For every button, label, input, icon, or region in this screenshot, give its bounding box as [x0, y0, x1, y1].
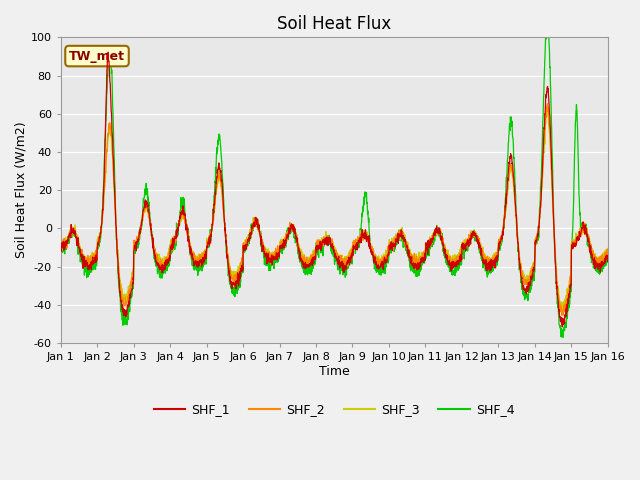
SHF_1	[210, 208, 218, 214]
SHF_2	[493, 252, 500, 257]
SHF_3	[559, 307, 566, 313]
SHF_1	[362, 231, 370, 237]
SHF_1	[493, 252, 501, 258]
SHF_4	[57, 245, 65, 251]
SHF_4	[350, 240, 358, 246]
SHF_4	[571, 138, 579, 144]
SHF_1	[604, 259, 611, 264]
SHF_4	[541, 35, 549, 40]
SHF_4	[493, 263, 500, 268]
SHF_4	[559, 335, 567, 340]
SHF_2	[604, 252, 611, 258]
SHF_4	[362, 192, 369, 197]
SHF_2	[543, 101, 551, 107]
Line: SHF_4: SHF_4	[61, 37, 607, 337]
Line: SHF_2: SHF_2	[61, 104, 607, 315]
SHF_1	[559, 324, 566, 330]
SHF_2	[362, 232, 369, 238]
SHF_3	[544, 108, 552, 114]
SHF_4	[209, 207, 217, 213]
Title: Soil Heat Flux: Soil Heat Flux	[277, 15, 391, 33]
SHF_3	[604, 246, 611, 252]
SHF_4	[556, 323, 563, 329]
Line: SHF_1: SHF_1	[61, 52, 607, 327]
SHF_3	[350, 237, 358, 243]
SHF_2	[350, 246, 358, 252]
SHF_2	[571, 243, 579, 249]
SHF_4	[604, 254, 611, 260]
SHF_2	[556, 298, 563, 304]
SHF_1	[556, 314, 563, 320]
SHF_3	[362, 233, 369, 239]
SHF_2	[558, 312, 566, 318]
SHF_2	[209, 215, 217, 220]
X-axis label: Time: Time	[319, 365, 349, 378]
Line: SHF_3: SHF_3	[61, 111, 607, 310]
SHF_3	[209, 219, 217, 225]
SHF_1	[571, 244, 579, 250]
SHF_3	[493, 251, 500, 256]
SHF_3	[571, 239, 579, 245]
Legend: SHF_1, SHF_2, SHF_3, SHF_4: SHF_1, SHF_2, SHF_3, SHF_4	[149, 398, 520, 421]
SHF_2	[57, 247, 65, 253]
SHF_1	[104, 49, 112, 55]
SHF_3	[57, 241, 65, 247]
Text: TW_met: TW_met	[69, 49, 125, 62]
SHF_3	[556, 297, 563, 302]
SHF_1	[57, 244, 65, 250]
SHF_1	[350, 245, 358, 251]
Y-axis label: Soil Heat Flux (W/m2): Soil Heat Flux (W/m2)	[15, 122, 28, 259]
